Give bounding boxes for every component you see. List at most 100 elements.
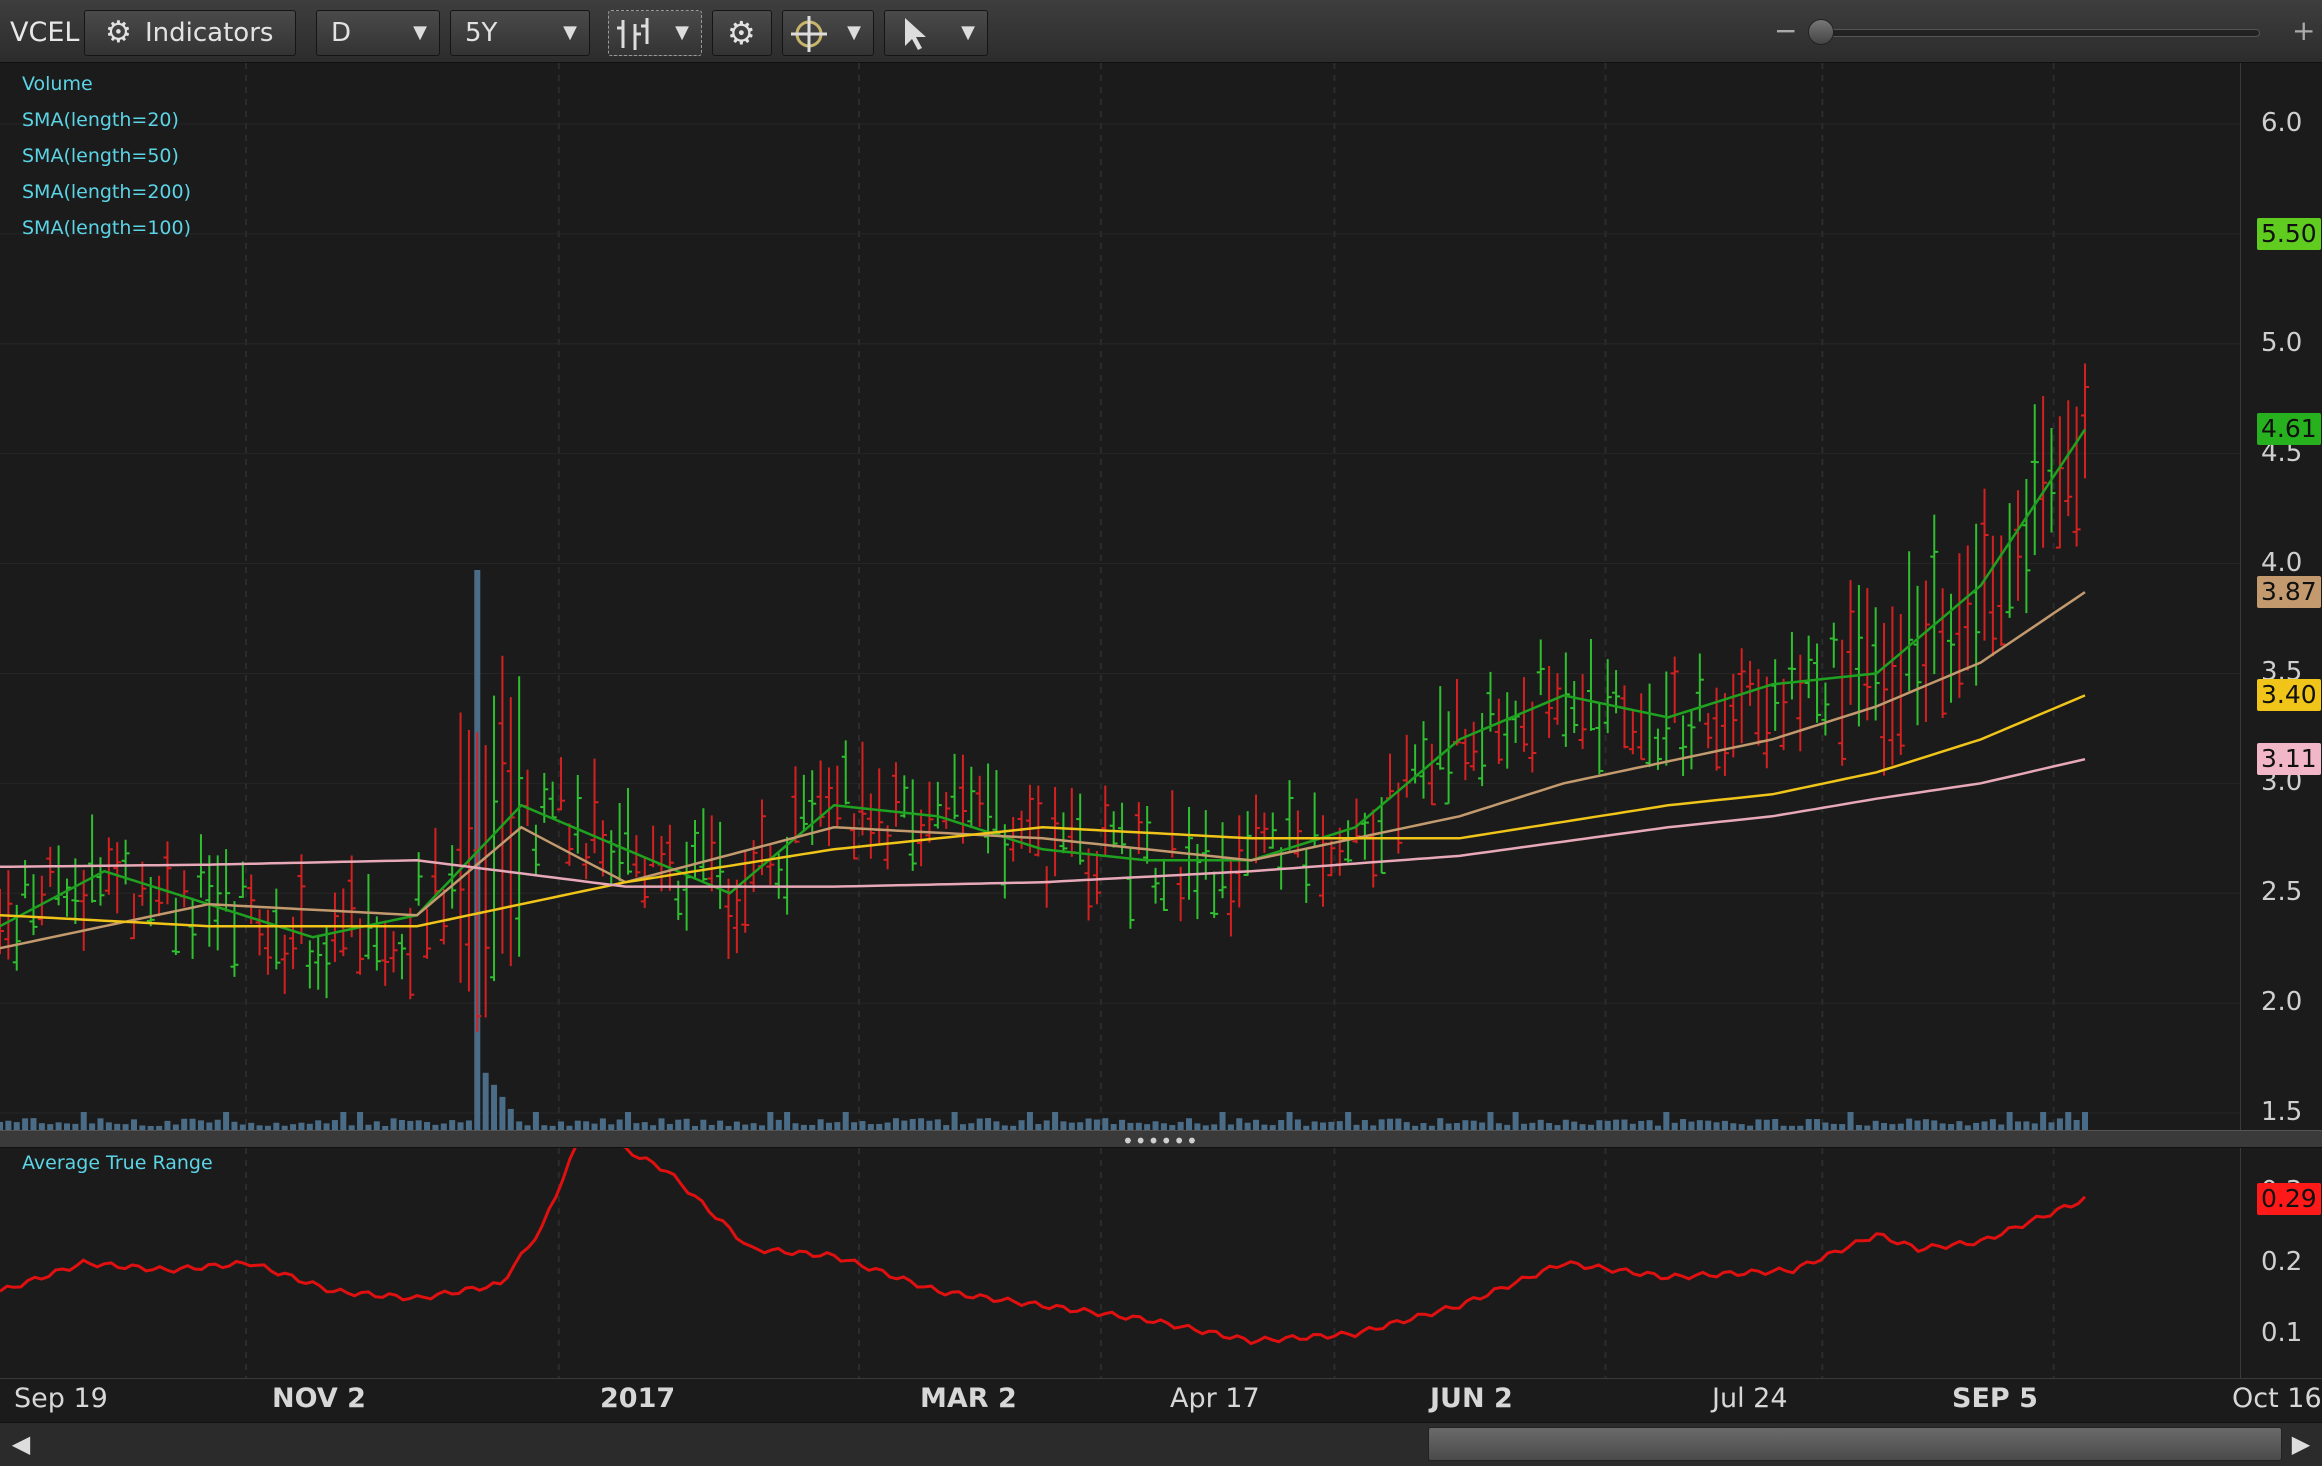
legend-item: SMA(length=50) [22, 145, 179, 167]
timeframe-select[interactable]: 5Y ▼ [450, 10, 590, 56]
volume-bar [2031, 1123, 2038, 1130]
volume-bar [147, 1125, 154, 1130]
volume-bar [1152, 1121, 1159, 1130]
volume-bar [1320, 1122, 1327, 1130]
volume-bar [248, 1122, 255, 1130]
volume-bar [323, 1123, 330, 1130]
time-scrollbar[interactable]: ◀ ▶ [0, 1422, 2322, 1466]
volume-bar [197, 1120, 204, 1130]
volume-bar [892, 1118, 899, 1130]
volume-bar [1688, 1121, 1695, 1130]
indicators-button[interactable]: ⚙ Indicators [84, 10, 296, 56]
volume-bar [884, 1122, 891, 1130]
volume-bar [1387, 1118, 1393, 1130]
volume-bar [1227, 1124, 1234, 1130]
volume-bar [2040, 1112, 2047, 1130]
volume-bar [239, 1124, 246, 1130]
volume-bar [1462, 1120, 1469, 1130]
volume-bar [1520, 1123, 1527, 1130]
volume-bar [558, 1121, 565, 1130]
volume-bar [440, 1123, 447, 1130]
volume-bar [1093, 1119, 1100, 1130]
volume-bar [1294, 1119, 1301, 1130]
volume-bar [583, 1121, 590, 1130]
volume-bar [775, 1119, 782, 1130]
volume-bar [55, 1122, 62, 1130]
volume-bar [1361, 1120, 1368, 1130]
cursor-mode-select[interactable]: ▼ [884, 10, 988, 56]
volume-bar [206, 1122, 213, 1130]
volume-bar [909, 1119, 916, 1130]
aggregation-select[interactable]: D ▼ [316, 10, 440, 56]
volume-bar [432, 1124, 439, 1130]
volume-bar [1989, 1119, 1996, 1130]
volume-bar [231, 1121, 238, 1130]
volume-bar [1052, 1112, 1059, 1130]
volume-bar [1453, 1123, 1460, 1130]
volume-bar [365, 1124, 372, 1130]
volume-bar [876, 1123, 883, 1130]
volume-bar [1830, 1123, 1837, 1130]
volume-bar [675, 1119, 682, 1130]
volume-bar [1236, 1118, 1243, 1130]
volume-bar [1010, 1125, 1017, 1130]
volume-bar [63, 1123, 70, 1130]
volume-bar [976, 1118, 983, 1130]
volume-bar [1629, 1123, 1636, 1130]
volume-bar [315, 1120, 322, 1130]
volume-bar [767, 1112, 774, 1130]
volume-bar [1470, 1120, 1477, 1130]
volume-bar [1186, 1118, 1193, 1130]
volume-bar [290, 1124, 297, 1130]
atr-panel[interactable]: Average True Range [0, 1148, 2240, 1378]
scroll-right-icon[interactable]: ▶ [2291, 1430, 2311, 1458]
volume-bar [817, 1119, 824, 1130]
drawing-tools-select[interactable]: ▼ [782, 10, 874, 56]
volume-bar [2015, 1121, 2022, 1130]
volume-bar [717, 1120, 724, 1130]
symbol-label[interactable]: VCEL [10, 17, 80, 48]
scrollbar-thumb[interactable] [1428, 1427, 2282, 1461]
price-chart [0, 63, 2240, 1130]
zoom-slider-handle[interactable] [1808, 19, 1834, 45]
volume-bar [1504, 1124, 1511, 1130]
panel-resize-handle[interactable]: •••••• [0, 1129, 2322, 1153]
volume-bar [1035, 1124, 1042, 1130]
volume-bar [1721, 1120, 1728, 1130]
price-chart-panel[interactable]: Volume SMA(length=20) SMA(length=50) SMA(le… [0, 63, 2240, 1130]
volume-bar [340, 1112, 347, 1130]
volume-bar [742, 1124, 749, 1130]
zoom-in-button[interactable]: + [2292, 14, 2316, 47]
volume-bar [591, 1123, 598, 1130]
volume-bar [424, 1122, 431, 1130]
volume-bar [784, 1112, 791, 1130]
volume-bar [901, 1120, 908, 1130]
volume-bar [1529, 1122, 1536, 1130]
volume-bar [1345, 1112, 1352, 1130]
scroll-left-icon[interactable]: ◀ [11, 1430, 31, 1458]
volume-bar [38, 1123, 45, 1130]
atr-line [0, 1148, 2087, 1346]
volume-bar [1705, 1120, 1712, 1130]
volume-bar [80, 1112, 87, 1130]
volume-bar [1822, 1122, 1829, 1130]
zoom-slider[interactable] [1820, 29, 2260, 37]
volume-bar [1814, 1119, 1821, 1130]
sma-lines [0, 428, 2087, 950]
volume-bar [1437, 1118, 1444, 1130]
volume-bar [549, 1125, 556, 1130]
volume-bar [1889, 1124, 1896, 1130]
chart-settings-button[interactable]: ⚙ [712, 10, 772, 56]
chevron-down-icon: ▼ [563, 22, 577, 43]
volume-bar [851, 1122, 858, 1130]
sma-line [0, 428, 2087, 939]
volume-bar [47, 1124, 54, 1130]
price-bars [0, 363, 2089, 1033]
volume-bar [1906, 1118, 1913, 1130]
chart-style-select[interactable]: ▼ [608, 10, 702, 56]
volume-bar [1495, 1123, 1502, 1130]
volume-bar [918, 1118, 925, 1130]
volume-bar [985, 1118, 992, 1130]
volume-bar [1269, 1125, 1276, 1130]
zoom-out-button[interactable]: − [1774, 14, 1798, 47]
